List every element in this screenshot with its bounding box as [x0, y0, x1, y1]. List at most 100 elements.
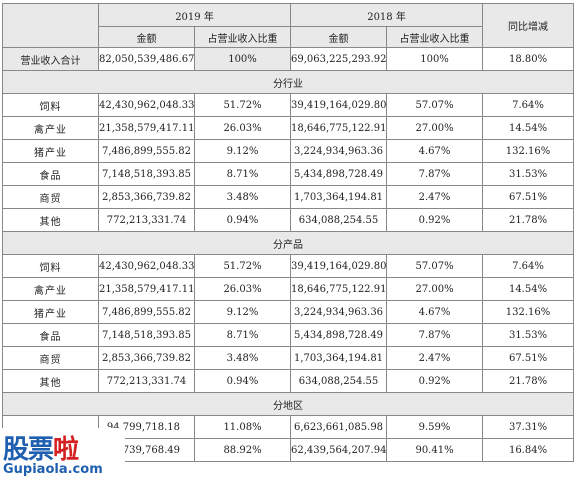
- ratio-2019: 26.03%: [193, 116, 292, 140]
- ratio-2018: 2.47%: [386, 346, 484, 370]
- yoy: 7.64%: [482, 93, 575, 117]
- ratio-2018: 2.47%: [386, 185, 484, 209]
- yoy: 67.51%: [482, 185, 575, 209]
- ratio-2018: 27.00%: [386, 277, 484, 301]
- ratio-2019: 8.71%: [193, 162, 292, 186]
- section-title-industry: 分行业: [1, 70, 575, 94]
- row-label: 食品: [2, 162, 99, 186]
- section-title-region: 分地区: [1, 392, 575, 416]
- ratio-2019: 11.08%: [193, 415, 292, 439]
- header-empty-cell: [2, 3, 99, 48]
- ratio-2018: 0.92%: [386, 208, 484, 232]
- amount-2018: 6,623,661,085.98: [290, 415, 388, 439]
- table-row: 食品 7,148,518,393.85 8.71% 5,434,898,728.…: [2, 323, 575, 347]
- table-row: 饲料 42,430,962,048.33 51.72% 39,419,164,0…: [2, 93, 575, 117]
- amount-2018: 39,419,164,029.80: [290, 254, 388, 278]
- row-label: 商贸: [2, 185, 99, 209]
- total-ratio-2018: 100%: [386, 47, 484, 71]
- total-ratio-2019: 100%: [193, 47, 292, 71]
- amount-2018: 634,088,254.55: [290, 208, 388, 232]
- header-year-2019: 2019 年: [97, 3, 292, 27]
- amount-2018: 3,224,934,963.36: [290, 139, 388, 163]
- ratio-2018: 7.87%: [386, 162, 484, 186]
- ratio-2018: 0.92%: [386, 369, 484, 393]
- table-row: 禽产业 21,358,579,417.11 26.03% 18,646,775,…: [2, 116, 575, 140]
- ratio-2018: 27.00%: [386, 116, 484, 140]
- header-amount-2019: 金额: [98, 26, 195, 48]
- table-row: 其他 772,213,331.74 0.94% 634,088,254.55 0…: [2, 208, 575, 232]
- ratio-2019: 26.03%: [193, 277, 292, 301]
- row-label: 饲料: [2, 93, 99, 117]
- header-row-years: 2019 年 2018 年 同比增减: [2, 3, 575, 48]
- section-row-industry: 分行业: [1, 70, 575, 94]
- ratio-2019: 0.94%: [193, 208, 292, 232]
- row-label: 禽产业: [2, 116, 99, 140]
- yoy: 132.16%: [482, 139, 575, 163]
- row-label: 其他: [2, 208, 99, 232]
- header-yoy: 同比增减: [482, 3, 575, 48]
- amount-2019: 772,213,331.74: [98, 208, 195, 232]
- amount-2019: 42,430,962,048.33: [98, 254, 195, 278]
- ratio-2019: 3.48%: [193, 185, 292, 209]
- table-row: 其他 772,213,331.74 0.94% 634,088,254.55 0…: [2, 369, 575, 393]
- amount-2018: 62,439,564,207.94: [290, 438, 388, 462]
- amount-2019: 7,486,899,555.82: [98, 139, 195, 163]
- row-label: 猪产业: [2, 139, 99, 163]
- ratio-2019: 8.71%: [193, 323, 292, 347]
- amount-2018: 18,646,775,122.91: [290, 116, 388, 140]
- ratio-2019: 3.48%: [193, 346, 292, 370]
- ratio-2018: 7.87%: [386, 323, 484, 347]
- revenue-table: 2019 年 2018 年 同比增减 金额 占营业收入比重 金额 占营业收入比重…: [1, 3, 575, 462]
- amount-2019: 42,430,962,048.33: [98, 93, 195, 117]
- row-label: 饲料: [2, 254, 99, 278]
- ratio-2019: 51.72%: [193, 93, 292, 117]
- table-row: 商贸 2,853,366,739.82 3.48% 1,703,364,194.…: [2, 346, 575, 370]
- amount-2018: 634,088,254.55: [290, 369, 388, 393]
- watermark-cn-part2: 啦: [53, 435, 79, 465]
- amount-2019: 7,486,899,555.82: [98, 300, 195, 324]
- table-row: 禽产业 21,358,579,417.11 26.03% 18,646,775,…: [2, 277, 575, 301]
- total-yoy: 18.80%: [482, 47, 575, 71]
- total-amount-2018: 69,063,225,293.92: [290, 47, 388, 71]
- yoy: 7.64%: [482, 254, 575, 278]
- amount-2019: 7,148,518,393.85: [98, 323, 195, 347]
- amount-2018: 18,646,775,122.91: [290, 277, 388, 301]
- ratio-2019: 51.72%: [193, 254, 292, 278]
- ratio-2019: 9.12%: [193, 300, 292, 324]
- ratio-2018: 57.07%: [386, 254, 484, 278]
- yoy: 37.31%: [482, 415, 575, 439]
- yoy: 31.53%: [482, 323, 575, 347]
- ratio-2018: 4.67%: [386, 300, 484, 324]
- yoy: 31.53%: [482, 162, 575, 186]
- table-row: 食品 7,148,518,393.85 8.71% 5,434,898,728.…: [2, 162, 575, 186]
- header-amount-2018: 金额: [290, 26, 388, 48]
- ratio-2019: 0.94%: [193, 369, 292, 393]
- ratio-2018: 4.67%: [386, 139, 484, 163]
- row-label: 猪产业: [2, 300, 99, 324]
- amount-2018: 39,419,164,029.80: [290, 93, 388, 117]
- ratio-2018: 57.07%: [386, 93, 484, 117]
- ratio-2018: 90.41%: [386, 438, 484, 462]
- watermark-en-text: Gupiaola.com: [3, 462, 103, 477]
- yoy: 21.78%: [482, 208, 575, 232]
- ratio-2018: 9.59%: [386, 415, 484, 439]
- amount-2019: 2,853,366,739.82: [98, 346, 195, 370]
- yoy: 14.54%: [482, 277, 575, 301]
- header-ratio-2018: 占营业收入比重: [386, 26, 484, 48]
- yoy: 132.16%: [482, 300, 575, 324]
- row-label: 禽产业: [2, 277, 99, 301]
- yoy: 14.54%: [482, 116, 575, 140]
- table-row: 猪产业 7,486,899,555.82 9.12% 3,224,934,963…: [2, 139, 575, 163]
- amount-2018: 5,434,898,728.49: [290, 162, 388, 186]
- header-ratio-2019: 占营业收入比重: [193, 26, 292, 48]
- watermark-cn-text: 股票啦: [3, 429, 79, 466]
- section-row-region: 分地区: [1, 392, 575, 416]
- amount-2019: 7,148,518,393.85: [98, 162, 195, 186]
- table-row: 猪产业 7,486,899,555.82 9.12% 3,224,934,963…: [2, 300, 575, 324]
- ratio-2019: 9.12%: [193, 139, 292, 163]
- table-row: 94,799,718.18 11.08% 6,623,661,085.98 9.…: [2, 415, 575, 439]
- section-row-product: 分产品: [1, 231, 575, 255]
- amount-2019: 2,853,366,739.82: [98, 185, 195, 209]
- yoy: 16.84%: [482, 438, 575, 462]
- amount-2018: 1,703,364,194.81: [290, 346, 388, 370]
